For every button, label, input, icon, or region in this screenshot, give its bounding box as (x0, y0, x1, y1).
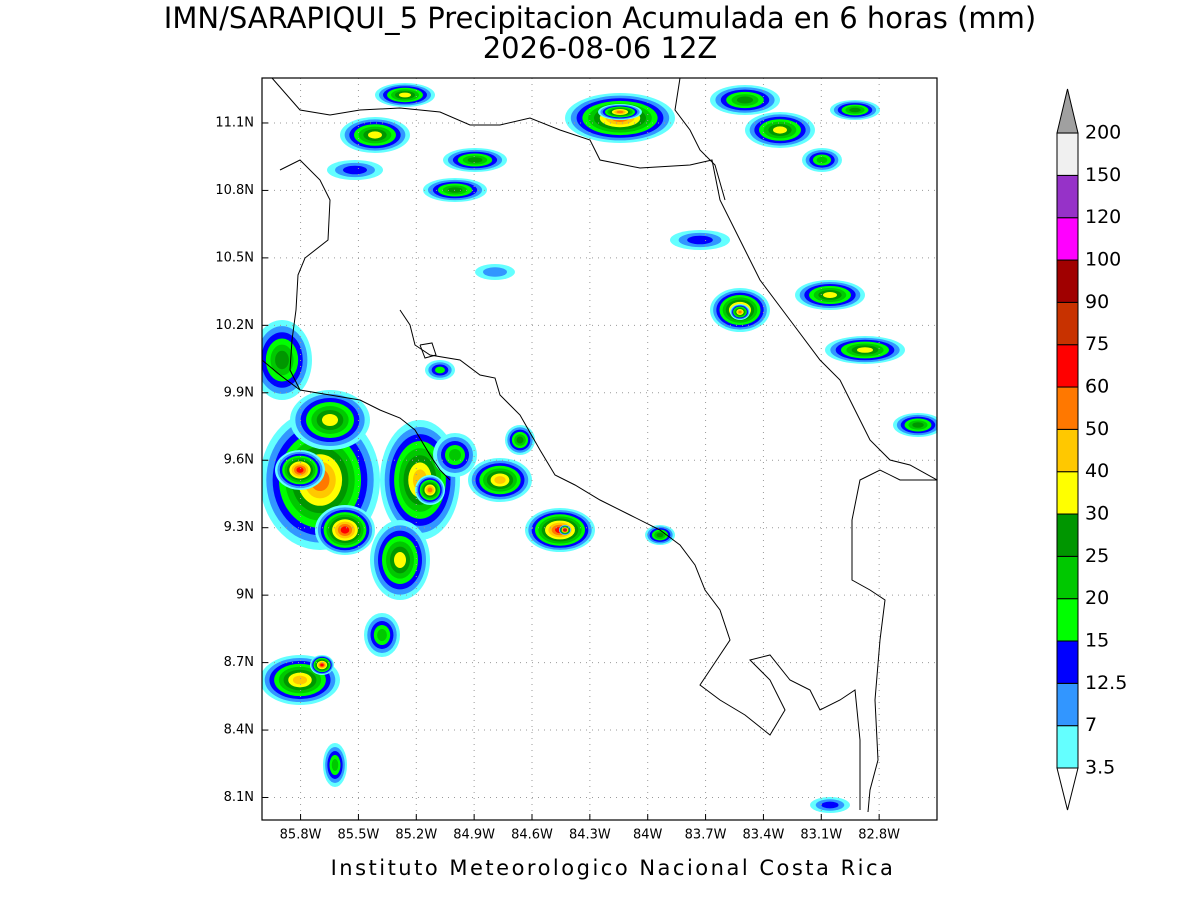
lon-tick-label: 84W (633, 828, 663, 843)
precip-area (912, 422, 924, 428)
precip-area (857, 347, 873, 353)
lon-tick-label: 82.8W (858, 828, 900, 843)
precip-area (343, 165, 367, 175)
colorbar-box (1056, 132, 1079, 176)
lat-tick-label: 10.8N (215, 183, 254, 198)
colorbar-box (1056, 640, 1079, 684)
colorbar-over (1056, 88, 1079, 134)
colorbar-label: 40 (1085, 460, 1109, 482)
colorbar-label: 3.5 (1085, 757, 1115, 779)
precip-area (564, 529, 566, 531)
colorbar-box (1056, 471, 1079, 515)
precip-area (656, 532, 664, 538)
precip-area (377, 629, 387, 641)
title: IMN/SARAPIQUI_5 Precipitacion Acumulada … (164, 1, 1036, 35)
colorbar-label: 50 (1085, 418, 1109, 440)
colorbar-label: 12.5 (1085, 672, 1127, 694)
precip-area (516, 436, 524, 444)
precip-area (816, 156, 828, 164)
colorbar-box (1056, 682, 1079, 727)
colorbar-box (1056, 174, 1079, 219)
colorbar-box (1056, 259, 1079, 303)
lon-tick-label: 85.5W (338, 828, 380, 843)
lon-tick-label: 83.1W (800, 828, 842, 843)
colorbar-label: 200 (1085, 122, 1121, 144)
precip-area (738, 310, 742, 314)
lat-tick-label: 10.5N (215, 250, 254, 265)
lat-tick-label: 8.1N (224, 790, 254, 805)
lon-tick-label: 84.9W (453, 828, 495, 843)
colorbar-label: 7 (1085, 714, 1097, 736)
precip-area (340, 526, 350, 534)
colorbar-label: 120 (1085, 206, 1121, 228)
colorbar-label: 100 (1085, 249, 1121, 271)
colorbar-box (1056, 428, 1079, 473)
colorbar-box (1056, 598, 1079, 642)
lon-tick-label: 83.7W (685, 828, 727, 843)
precip-area (296, 467, 304, 473)
lat-tick-label: 9.6N (224, 453, 254, 468)
precip-area (320, 663, 324, 667)
colorbar-under (1056, 767, 1079, 811)
colorbar-box (1056, 386, 1079, 430)
lon-tick-label: 84.6W (511, 828, 553, 843)
precip-area (399, 92, 411, 98)
precip-area (322, 414, 338, 426)
precip-area (483, 267, 507, 277)
colorbar-box (1056, 725, 1079, 769)
colorbar-label: 90 (1085, 291, 1109, 313)
precip-area (368, 131, 382, 139)
colorbar-label: 25 (1085, 545, 1109, 567)
colorbar-box (1056, 555, 1079, 600)
lat-tick-label: 8.4N (224, 723, 254, 738)
lat-tick-label: 8.7N (224, 655, 254, 670)
lat-tick-label: 9N (236, 588, 254, 603)
colorbar-box (1056, 344, 1079, 388)
colorbar-label: 30 (1085, 503, 1109, 525)
colorbar-label: 75 (1085, 333, 1109, 355)
footer: Instituto Meteorologico Nacional Costa R… (331, 856, 896, 880)
lon-tick-label: 85.2W (395, 828, 437, 843)
precip-area (736, 96, 754, 104)
lat-tick-label: 9.9N (224, 385, 254, 400)
colorbar-label: 150 (1085, 164, 1121, 186)
lon-tick-label: 84.3W (569, 828, 611, 843)
precip-area (331, 759, 339, 771)
grid: 11.1N 10.8N 10.5N 10.2N 9.9N 9.6N 9.3N 9N 8.7N 8.… (215, 78, 937, 843)
lat-tick-label: 9.3N (224, 520, 254, 535)
precip-area (394, 552, 406, 568)
coastlines (262, 78, 937, 813)
colorbar-box (1056, 513, 1079, 557)
precip-area (449, 449, 461, 461)
colorbar-label: 15 (1085, 630, 1109, 652)
precip-area (849, 107, 861, 113)
precip-area (773, 126, 787, 134)
lon-tick-label: 83.4W (743, 828, 785, 843)
precip-area (823, 292, 837, 298)
colorbar-box (1056, 217, 1079, 261)
precip-field (262, 83, 937, 813)
subtitle: 2026-08-06 12Z (483, 31, 718, 65)
colorbar-box (1056, 301, 1079, 346)
precip-area (467, 157, 483, 163)
precip-area (821, 801, 839, 809)
colorbar: 3.5 7 12.5 15 20 25 30 40 50 60 75 90 100 120 150 200 (1056, 88, 1127, 811)
precip-area (427, 487, 433, 493)
colorbar-label: 60 (1085, 376, 1109, 398)
precip-area (275, 350, 289, 370)
precip-area (435, 366, 445, 374)
colorbar-label: 20 (1085, 587, 1109, 609)
map-frame (261, 77, 938, 821)
lat-tick-label: 11.1N (215, 115, 254, 130)
precip-area (687, 235, 713, 245)
lon-tick-label: 85.8W (280, 828, 322, 843)
lat-tick-label: 10.2N (215, 318, 254, 333)
precip-area (292, 675, 308, 685)
precip-area (494, 476, 506, 484)
precip-area (616, 110, 624, 114)
